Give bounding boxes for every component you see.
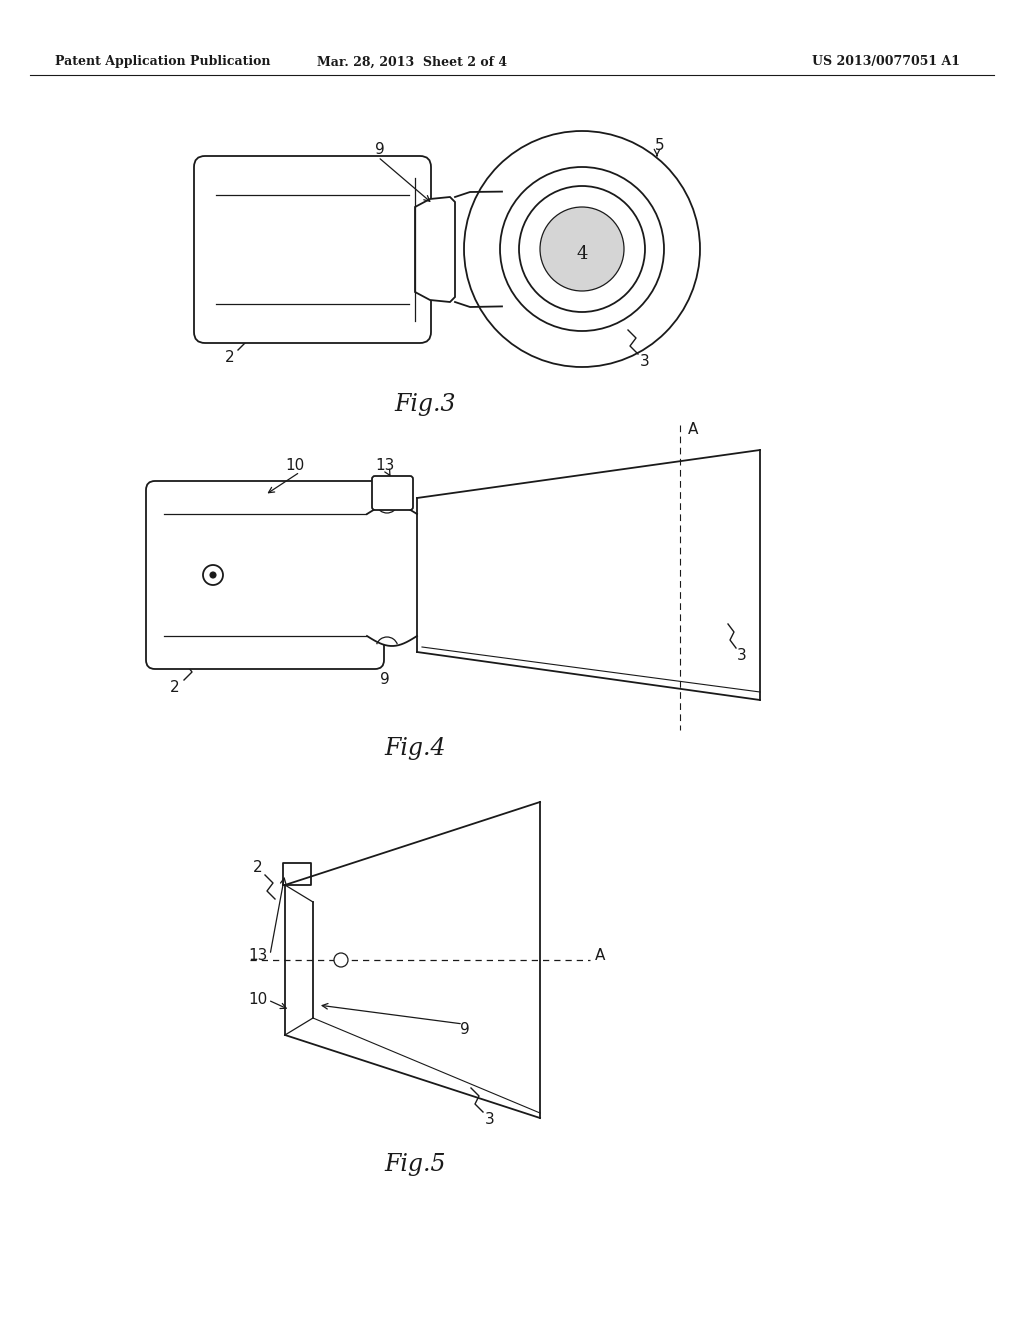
Text: A: A — [595, 948, 605, 962]
Polygon shape — [417, 450, 760, 700]
Text: Patent Application Publication: Patent Application Publication — [55, 55, 270, 69]
Text: 9: 9 — [380, 672, 390, 688]
Text: 2: 2 — [225, 351, 234, 366]
Polygon shape — [285, 803, 540, 1118]
Text: 2: 2 — [170, 681, 180, 696]
Text: 9: 9 — [460, 1023, 470, 1038]
Circle shape — [540, 207, 624, 290]
Text: 4: 4 — [577, 246, 588, 263]
Text: Fig.5: Fig.5 — [384, 1154, 445, 1176]
Text: 2: 2 — [253, 861, 263, 875]
Text: 3: 3 — [640, 355, 650, 370]
FancyBboxPatch shape — [372, 477, 413, 510]
Text: Fig.4: Fig.4 — [384, 737, 445, 759]
Text: 13: 13 — [248, 948, 267, 962]
Text: 10: 10 — [286, 458, 304, 473]
FancyBboxPatch shape — [194, 156, 431, 343]
Text: 10: 10 — [249, 993, 267, 1007]
Text: Fig.3: Fig.3 — [394, 393, 456, 417]
Text: 9: 9 — [375, 143, 385, 157]
Text: 5: 5 — [655, 137, 665, 153]
Circle shape — [500, 168, 664, 331]
Circle shape — [210, 572, 216, 578]
Text: 3: 3 — [485, 1113, 495, 1127]
Circle shape — [334, 953, 348, 968]
Circle shape — [203, 565, 223, 585]
Text: 13: 13 — [376, 458, 394, 473]
Text: 3: 3 — [737, 648, 746, 664]
Text: A: A — [688, 422, 698, 437]
Circle shape — [464, 131, 700, 367]
Circle shape — [519, 186, 645, 312]
Polygon shape — [415, 197, 455, 302]
FancyBboxPatch shape — [146, 480, 384, 669]
Text: US 2013/0077051 A1: US 2013/0077051 A1 — [812, 55, 961, 69]
Text: Mar. 28, 2013  Sheet 2 of 4: Mar. 28, 2013 Sheet 2 of 4 — [317, 55, 507, 69]
Polygon shape — [367, 504, 417, 645]
